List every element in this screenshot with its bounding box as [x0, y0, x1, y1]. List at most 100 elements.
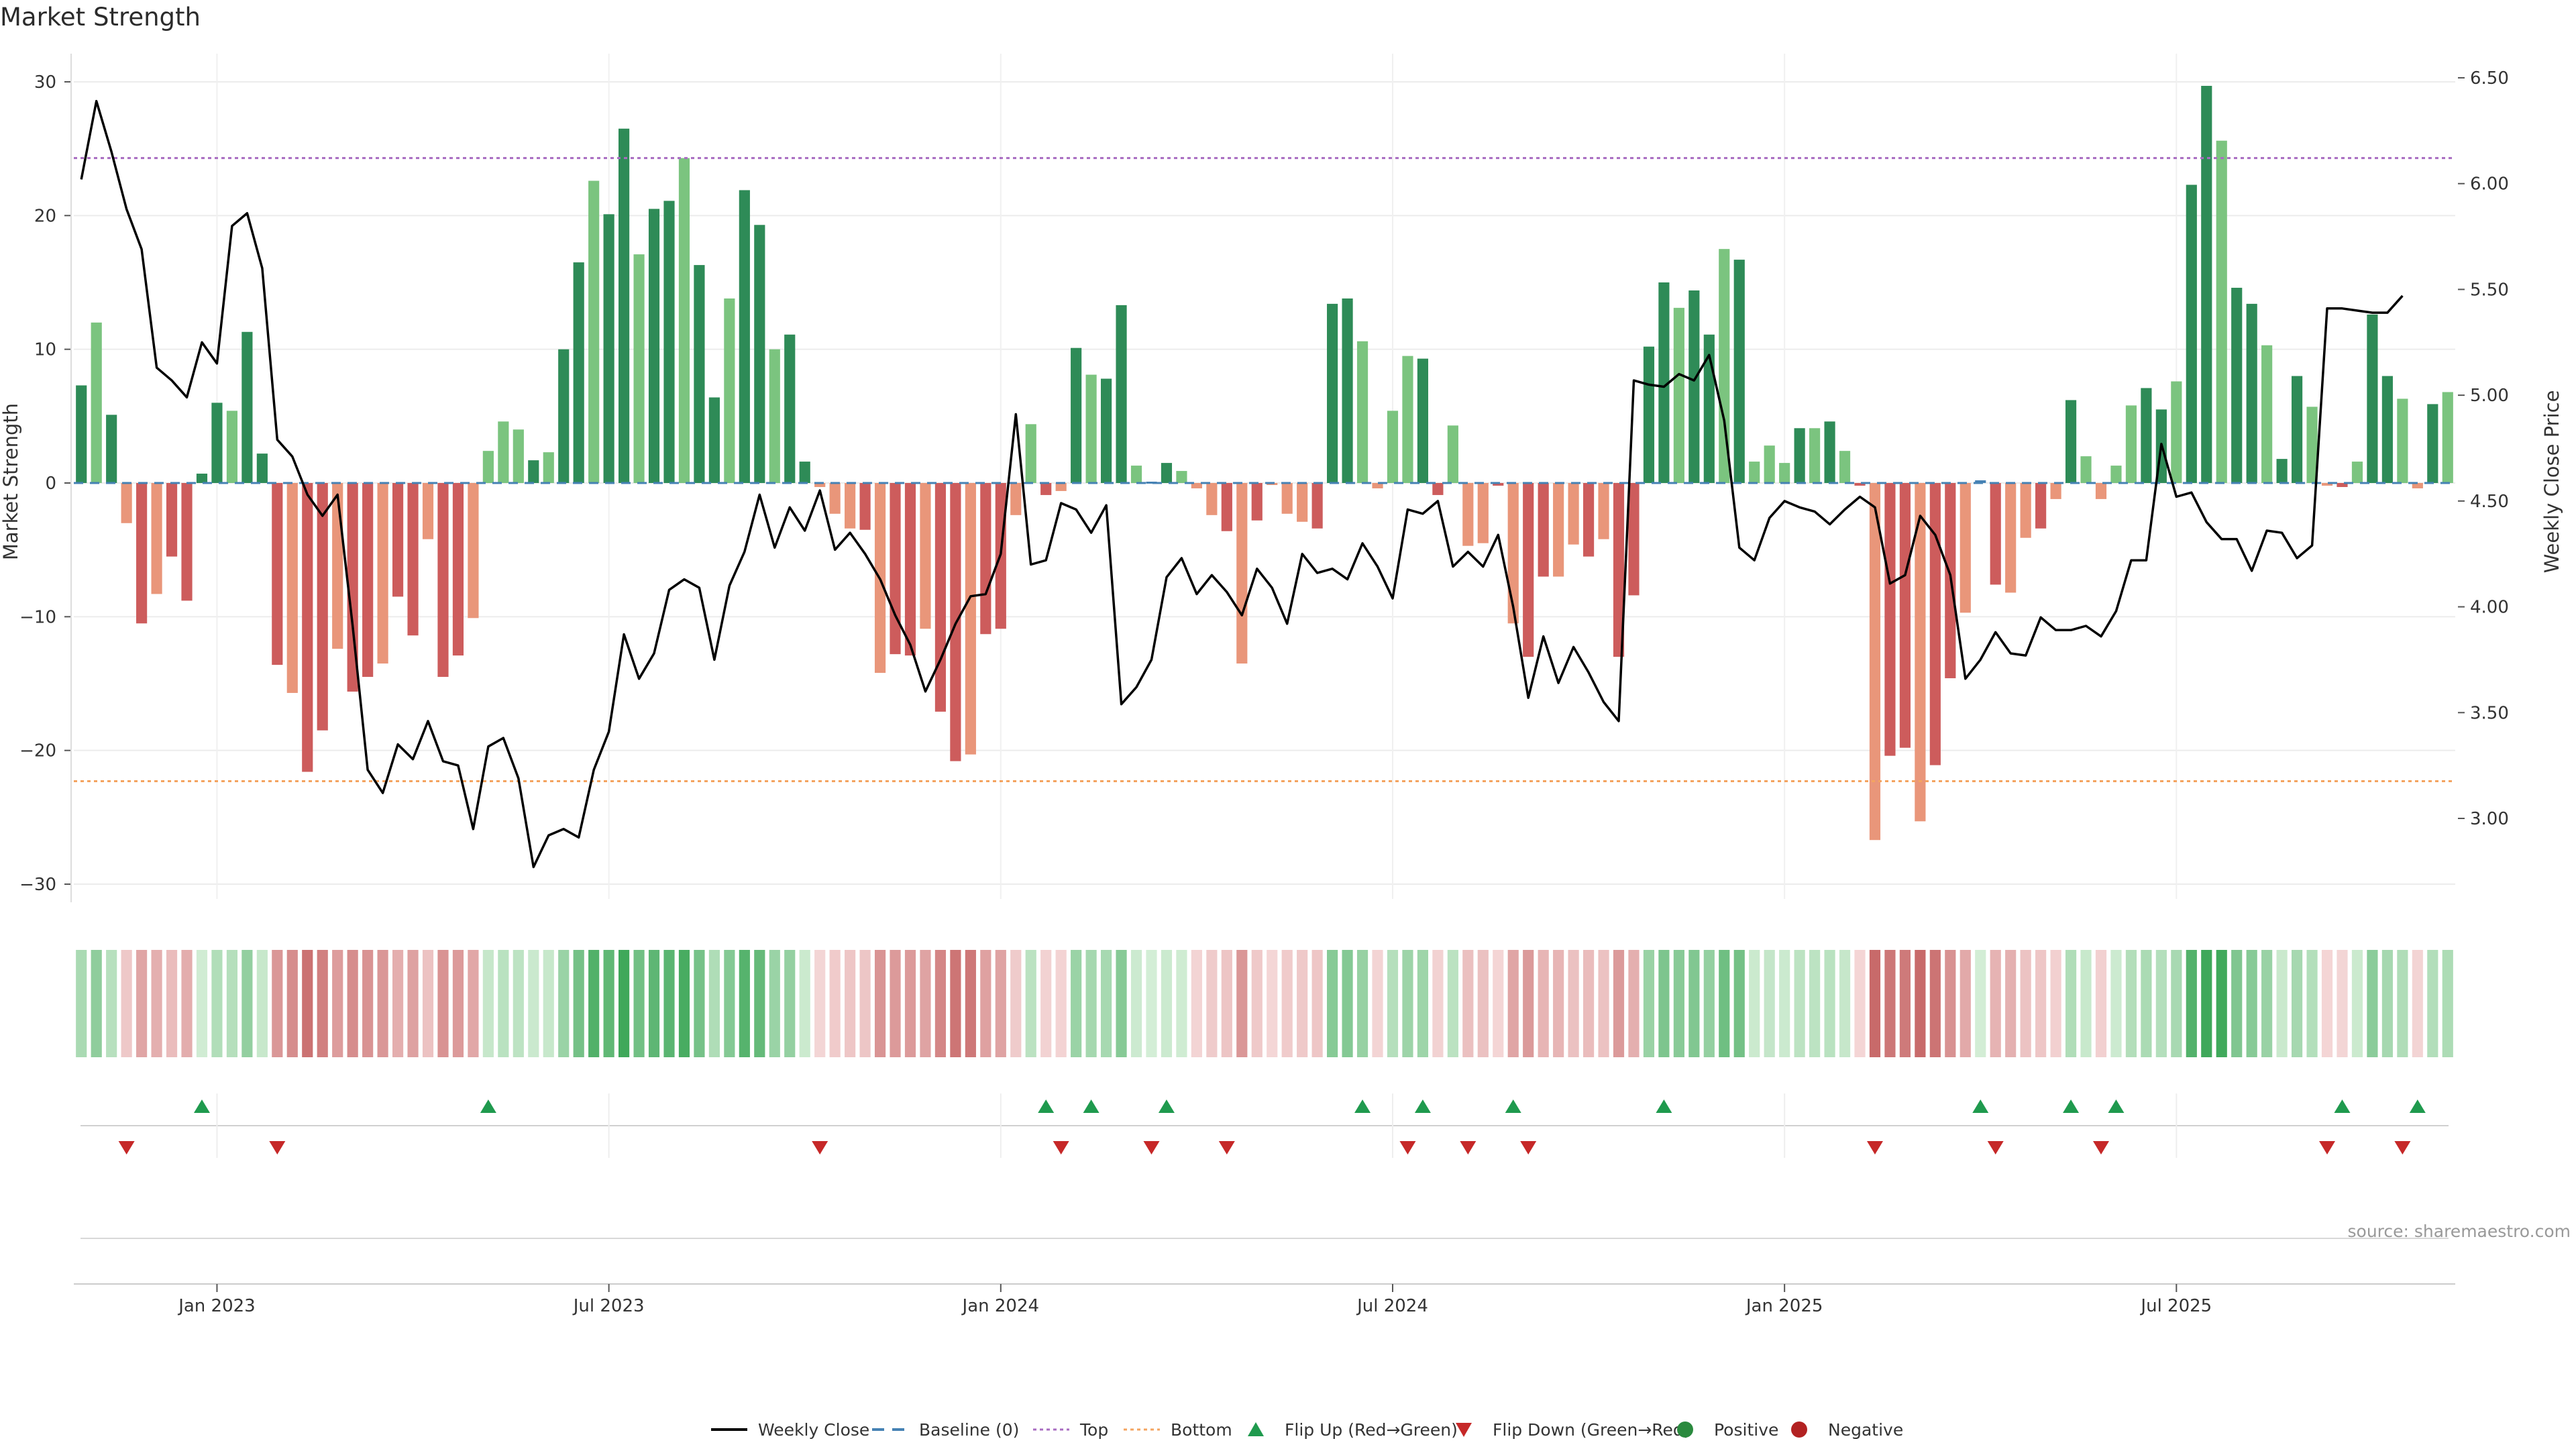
heatmap-cell — [1025, 950, 1036, 1057]
heatmap-cell — [1327, 950, 1338, 1057]
legend-label: Weekly Close — [758, 1420, 869, 1440]
flip-down-marker — [118, 1141, 135, 1155]
strength-bar — [1236, 483, 1248, 664]
x-tick-label: Jan 2023 — [177, 1296, 256, 1316]
strength-bar — [1688, 290, 1700, 483]
flip-up-marker — [1414, 1099, 1431, 1113]
heatmap-cell — [1010, 950, 1022, 1057]
heatmap-cell — [769, 950, 780, 1057]
heatmap-cell — [181, 950, 193, 1057]
heatmap-cell — [603, 950, 614, 1057]
flip-down-marker — [1987, 1141, 2004, 1155]
heatmap-cell — [2321, 950, 2333, 1057]
heatmap-cell — [1085, 950, 1097, 1057]
strength-bar — [799, 462, 810, 483]
flip-up-marker — [1656, 1099, 1672, 1113]
x-tick-label: Jul 2023 — [572, 1296, 645, 1316]
right-tick-label: 6.00 — [2470, 174, 2509, 195]
y-left-axis-title: Market Strength — [0, 403, 22, 560]
heatmap-cell — [904, 950, 916, 1057]
strength-bar — [498, 421, 509, 483]
strength-bar — [694, 265, 705, 483]
heatmap-cell — [1779, 950, 1790, 1057]
heatmap-cell — [2246, 950, 2257, 1057]
strength-bar — [1221, 483, 1232, 531]
heatmap-cell — [2306, 950, 2318, 1057]
x-tick-label: Jan 2025 — [1745, 1296, 1823, 1316]
strength-bar — [1553, 483, 1564, 577]
heatmap-cell — [1764, 950, 1775, 1057]
strength-bar — [588, 180, 600, 483]
strength-bar — [2381, 376, 2393, 483]
heatmap-cell — [91, 950, 102, 1057]
strength-bar — [241, 331, 253, 483]
heatmap-cell — [2005, 950, 2017, 1057]
heatmap-cell — [211, 950, 223, 1057]
heatmap-cell — [2186, 950, 2197, 1057]
strength-bar — [121, 483, 132, 523]
strength-bar — [151, 483, 162, 594]
strength-bar — [362, 483, 374, 678]
heatmap-cell — [1719, 950, 1730, 1057]
strength-bar — [2110, 466, 2122, 483]
strength-bar — [619, 128, 630, 483]
strength-bar — [1176, 471, 1187, 483]
heatmap-cell — [1372, 950, 1383, 1057]
strength-bar — [1929, 483, 1941, 765]
strength-bar — [302, 483, 313, 772]
heatmap-cell — [2442, 950, 2453, 1057]
chart-title: Market Strength — [0, 3, 201, 32]
strength-bar — [1417, 358, 1429, 483]
strength-bar — [739, 190, 750, 483]
heatmap-cell — [1688, 950, 1700, 1057]
strength-bar — [1869, 483, 1881, 841]
strength-bar — [934, 483, 947, 712]
strength-bar — [2186, 184, 2197, 483]
heatmap-cell — [1507, 950, 1519, 1057]
strength-bar — [980, 483, 991, 635]
heatmap-cell — [619, 950, 630, 1057]
strength-bar — [1613, 483, 1625, 657]
strength-bar — [1598, 483, 1609, 539]
flip-down-marker — [2394, 1141, 2411, 1155]
strength-bar — [754, 225, 765, 483]
strength-bar — [2095, 483, 2107, 499]
strength-bar — [1749, 462, 1760, 483]
heatmap-cell — [2261, 950, 2273, 1057]
source-note: source: sharemaestro.com — [2348, 1222, 2571, 1241]
strength-bar — [1477, 483, 1489, 543]
strength-bar — [1538, 483, 1549, 577]
strength-bar — [845, 483, 856, 529]
strength-bar — [1356, 341, 1368, 483]
heatmap-cell — [2412, 950, 2423, 1057]
heatmap-cell — [980, 950, 991, 1057]
strength-bar — [2065, 400, 2077, 483]
right-tick-label: 6.50 — [2470, 68, 2509, 89]
strength-bar — [1462, 483, 1474, 546]
heatmap-cell — [1673, 950, 1684, 1057]
price-polyline — [80, 99, 2404, 869]
heatmap-cell — [392, 950, 404, 1057]
strength-bar — [965, 483, 976, 755]
strength-bar — [136, 483, 148, 624]
strength-bar — [1251, 483, 1263, 521]
strength-bar — [256, 453, 268, 483]
right-tick-label: 4.50 — [2470, 492, 2509, 512]
left-tick-label: −30 — [19, 875, 56, 895]
strength-bar — [452, 483, 464, 656]
legend-label: Flip Down (Green→Red) — [1493, 1420, 1690, 1440]
strength-bar — [1582, 483, 1595, 557]
heatmap-cell — [934, 950, 947, 1057]
strength-bar — [633, 254, 645, 483]
strength-bar — [196, 474, 208, 483]
flip-down-marker — [1520, 1141, 1537, 1155]
strength-bar — [2276, 459, 2288, 483]
heatmap-cell — [633, 950, 645, 1057]
strength-bar — [573, 262, 584, 483]
heatmap-cell — [1703, 950, 1715, 1057]
heatmap-cell — [2367, 950, 2378, 1057]
heatmap-cell — [2337, 950, 2348, 1057]
strength-bar — [1643, 346, 1655, 483]
strength-bar — [2171, 381, 2182, 483]
